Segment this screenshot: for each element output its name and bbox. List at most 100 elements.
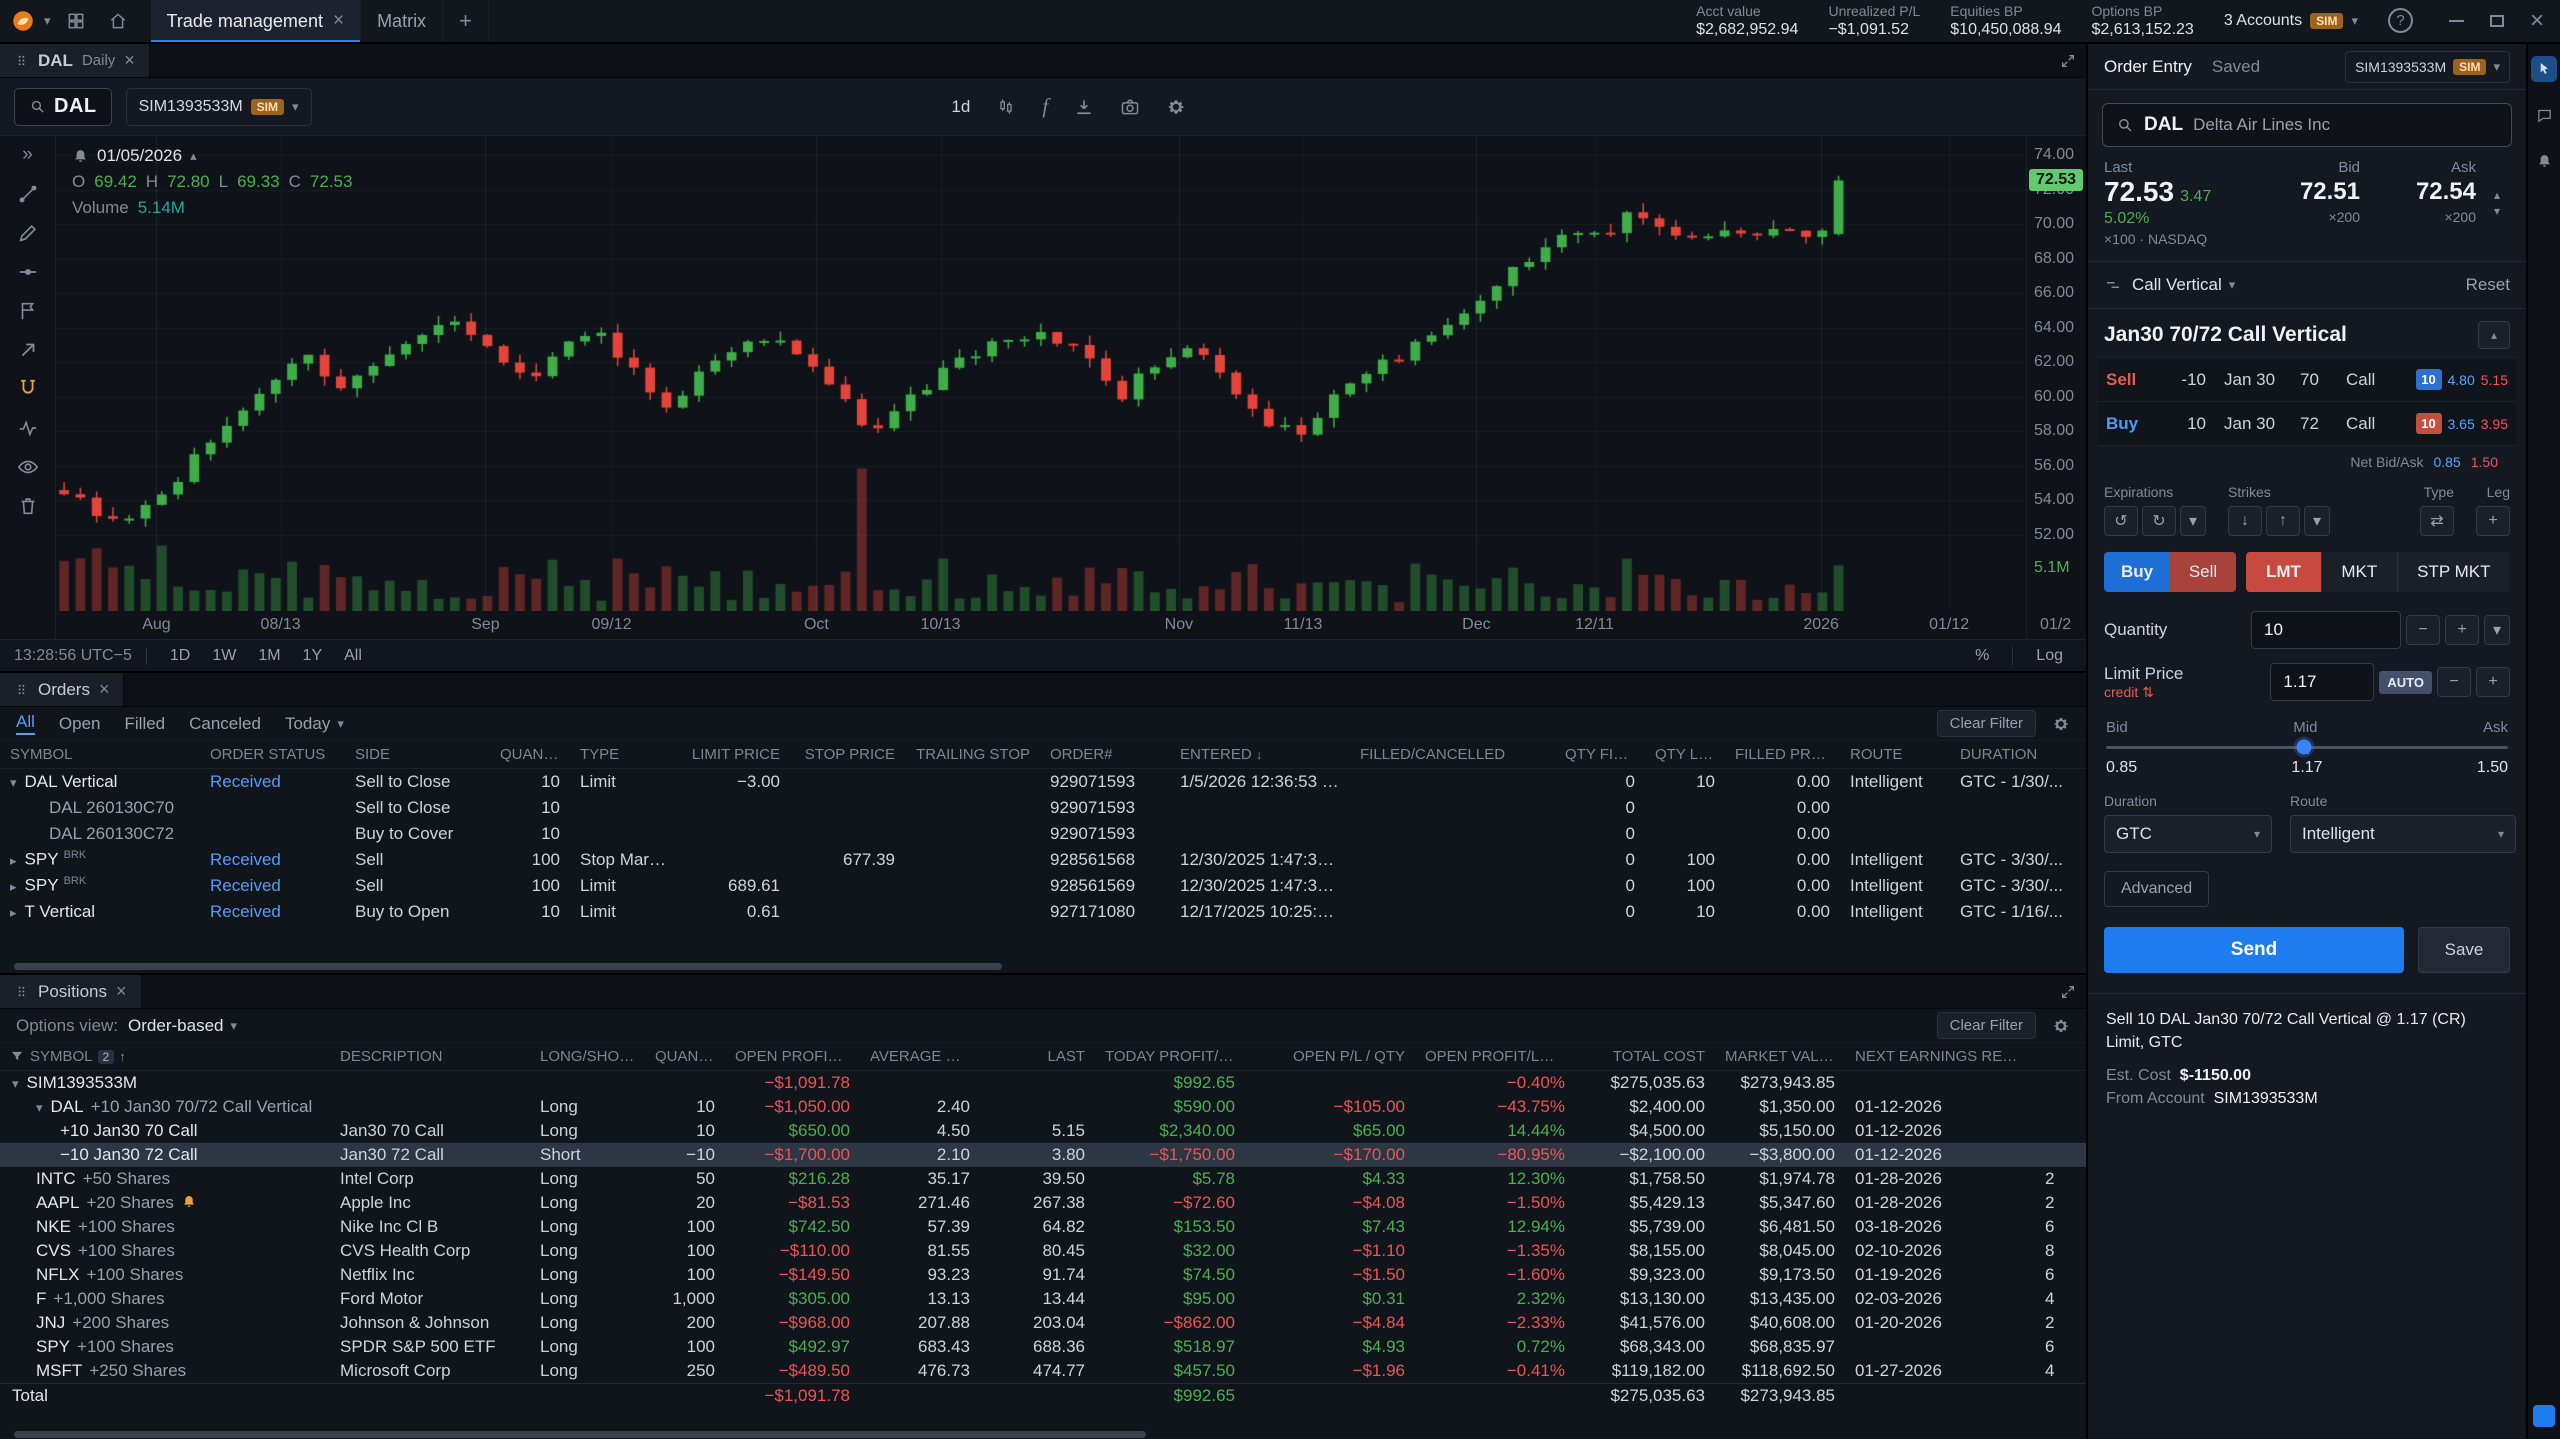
price-increment-button[interactable]: +	[2476, 667, 2510, 698]
trash-icon[interactable]	[17, 495, 39, 517]
layout-grid-icon[interactable]	[59, 5, 93, 37]
leg-action[interactable]: Buy	[2106, 413, 2139, 433]
chevron-down-icon[interactable]: ▾	[2493, 204, 2501, 218]
positions-column-header[interactable]: OPEN PROFIT/LOSS	[725, 1043, 860, 1071]
percent-scale-button[interactable]: %	[1975, 646, 1990, 664]
indicators-icon[interactable]: f	[1042, 94, 1049, 118]
expander-icon[interactable]: ▸	[10, 904, 17, 920]
positions-column-header[interactable]: AVERAGE PRICE	[860, 1043, 980, 1071]
trendline-icon[interactable]	[17, 183, 39, 205]
expander-icon[interactable]: ▸	[10, 852, 17, 868]
expand-panel-icon[interactable]	[2060, 53, 2076, 69]
filter-funnel-icon[interactable]	[10, 1049, 24, 1063]
camera-icon[interactable]	[1120, 97, 1140, 117]
orders-column-header[interactable]: QTY FILLED	[1555, 741, 1645, 769]
quantity-increment-button[interactable]: +	[2445, 615, 2479, 645]
chevron-down-icon[interactable]: ▾	[2180, 506, 2206, 536]
leg-expiration[interactable]: Jan 30	[2224, 413, 2276, 433]
orders-column-header[interactable]: FILLED/CANCELLED	[1350, 741, 1555, 769]
log-scale-button[interactable]: Log	[2036, 646, 2063, 664]
positions-column-header[interactable]	[2035, 1043, 2086, 1071]
chevron-down-icon[interactable]: ▾	[2304, 506, 2330, 536]
orders-column-header[interactable]: ORDER STATUS	[200, 741, 345, 769]
date-chip[interactable]: 01/05/2026 ▴	[72, 146, 352, 166]
collapse-caret-icon[interactable]: ▴	[190, 148, 197, 163]
sell-button[interactable]: Sell	[2170, 552, 2236, 592]
orders-column-header[interactable]: SIDE	[345, 741, 490, 769]
position-row[interactable]: AAPL +20 Shares Apple Inc Long 20 −$81.53 271.…	[0, 1191, 2086, 1215]
leg-strike[interactable]: 72	[2300, 413, 2319, 433]
filter-all[interactable]: All	[16, 712, 35, 735]
orders-column-header[interactable]: SYMBOL	[0, 741, 200, 769]
collapse-toolbar-icon[interactable]: »	[22, 144, 33, 165]
clear-filter-button[interactable]: Clear Filter	[1936, 1012, 2036, 1039]
settings-gear-icon[interactable]	[2052, 1017, 2070, 1035]
market-order-button[interactable]: MKT	[2320, 552, 2397, 592]
order-entry-account-select[interactable]: SIM1393533M SIM ▾	[2345, 50, 2510, 83]
filter-open[interactable]: Open	[58, 713, 101, 733]
tab-matrix[interactable]: Matrix	[361, 0, 444, 42]
pencil-icon[interactable]	[17, 222, 39, 244]
strike-down-icon[interactable]: ↓	[2228, 506, 2262, 536]
order-row[interactable]: ▸ SPY BRK Received Sell 100 Limit 689.61 9285615…	[0, 873, 2086, 899]
reset-button[interactable]: Reset	[2465, 275, 2510, 294]
arrow-icon[interactable]	[17, 339, 39, 361]
chart-plot[interactable]: 01/05/2026 ▴ O 69.42 H 72.80 L 69.33 C 72.53	[56, 136, 2026, 611]
send-button[interactable]: Send	[2104, 926, 2404, 973]
order-symbol-search[interactable]: DAL Delta Air Lines Inc	[2102, 103, 2512, 147]
expander-icon[interactable]: ▸	[10, 878, 17, 894]
cursor-icon[interactable]	[2531, 56, 2557, 82]
chart-account-select[interactable]: SIM1393533M SIM ▾	[125, 87, 312, 126]
close-window-icon[interactable]: ×	[2529, 6, 2544, 34]
auto-price-badge[interactable]: AUTO	[2379, 670, 2432, 694]
expander-icon[interactable]: ▾	[12, 1076, 19, 1091]
add-leg-icon[interactable]: +	[2476, 506, 2510, 536]
range-1y[interactable]: 1Y	[302, 646, 323, 664]
add-tab-button[interactable]: +	[443, 0, 489, 42]
limit-order-button[interactable]: LMT	[2246, 552, 2321, 592]
accounts-dropdown[interactable]: 3 Accounts SIM ▾	[2223, 11, 2358, 29]
positions-column-header[interactable]: QUANTITY	[645, 1043, 725, 1071]
eye-icon[interactable]	[17, 456, 39, 478]
order-row[interactable]: DAL 260130C70 Sell to Close 10 929071593 0 0.…	[0, 795, 2086, 821]
orders-column-header[interactable]: ENTERED ↓	[1170, 741, 1350, 769]
stop-market-order-button[interactable]: STP MKT	[2396, 552, 2510, 592]
drag-grip-icon[interactable]	[14, 53, 29, 68]
positions-column-header[interactable]: MARKET VALUE	[1715, 1043, 1845, 1071]
duration-select[interactable]: GTC ▾	[2104, 814, 2272, 853]
options-view-dropdown[interactable]: Order-based ▾	[128, 1015, 238, 1035]
order-row[interactable]: ▾ DAL Vertical Received Sell to Close 10 Limi…	[0, 769, 2086, 795]
credit-indicator[interactable]: credit ⇅	[2104, 684, 2154, 701]
quantity-decrement-button[interactable]: −	[2406, 615, 2440, 645]
chevron-up-icon[interactable]: ▴	[2493, 188, 2501, 202]
aggregation-button[interactable]: 1d	[951, 96, 971, 116]
settings-gear-icon[interactable]	[2052, 715, 2070, 733]
positions-column-header[interactable]: SYMBOL 2 ↑	[0, 1043, 330, 1071]
orders-column-header[interactable]: FILLED PRICE	[1725, 741, 1840, 769]
strike-up-icon[interactable]: ↑	[2266, 506, 2300, 536]
positions-column-header[interactable]: TOTAL COST	[1575, 1043, 1715, 1071]
position-row[interactable]: NFLX +100 Shares Netflix Inc Long 100 −$149.5…	[0, 1263, 2086, 1287]
close-panel-icon[interactable]: ×	[115, 981, 127, 1001]
chevron-down-icon[interactable]: ▾	[2484, 615, 2510, 645]
maximize-icon[interactable]	[2489, 14, 2504, 27]
alert-bell-icon[interactable]	[181, 1194, 197, 1210]
position-row[interactable]: NKE +100 Shares Nike Inc Cl B Long 100 $742.5…	[0, 1215, 2086, 1239]
expander-icon[interactable]: ▾	[36, 1100, 43, 1115]
leg-expiration[interactable]: Jan 30	[2224, 369, 2276, 389]
app-logo-icon[interactable]	[10, 8, 36, 34]
filter-canceled[interactable]: Canceled	[189, 713, 261, 733]
leg-action[interactable]: Sell	[2106, 369, 2137, 389]
orders-column-header[interactable]: TYPE	[570, 741, 680, 769]
orders-column-header[interactable]: ORDER#	[1040, 741, 1170, 769]
positions-column-header[interactable]: LAST	[980, 1043, 1095, 1071]
expiration-back-icon[interactable]: ↺	[2104, 506, 2138, 536]
orders-column-header[interactable]: TRAILING STOP	[905, 741, 1040, 769]
leg-type[interactable]: Call	[2346, 413, 2376, 433]
date-filter-dropdown[interactable]: Today ▾	[284, 713, 344, 733]
limit-price-input[interactable]: 1.17	[2270, 663, 2375, 702]
chat-icon[interactable]	[2531, 102, 2557, 128]
close-panel-icon[interactable]: ×	[98, 679, 110, 699]
horizontal-line-icon[interactable]	[17, 261, 39, 283]
widget-icon[interactable]	[2533, 1405, 2555, 1427]
